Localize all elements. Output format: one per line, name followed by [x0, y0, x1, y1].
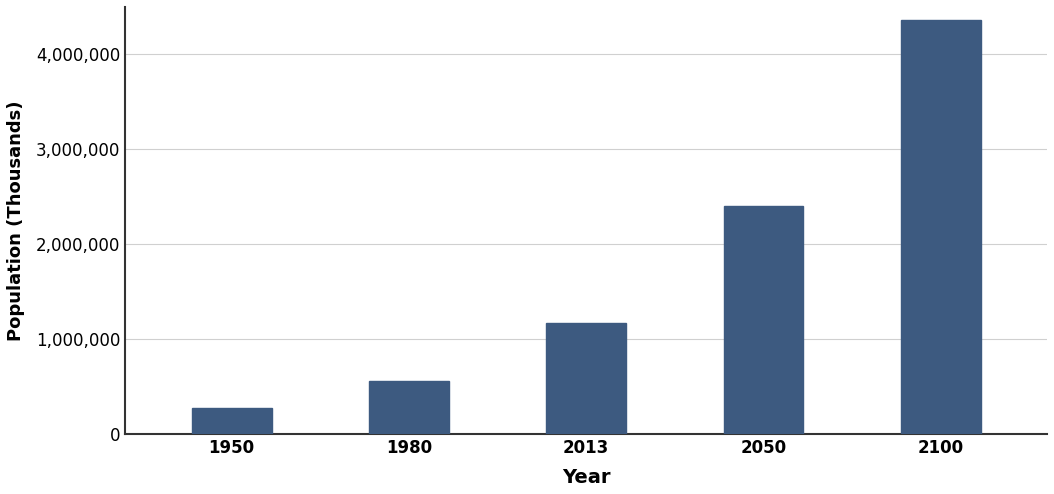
Bar	[192, 408, 272, 434]
Bar	[901, 20, 980, 434]
Bar	[723, 206, 803, 434]
Y-axis label: Population (Thousands): Population (Thousands)	[7, 100, 25, 341]
Bar	[546, 323, 626, 434]
X-axis label: Year: Year	[562, 468, 610, 487]
Bar	[369, 381, 449, 434]
